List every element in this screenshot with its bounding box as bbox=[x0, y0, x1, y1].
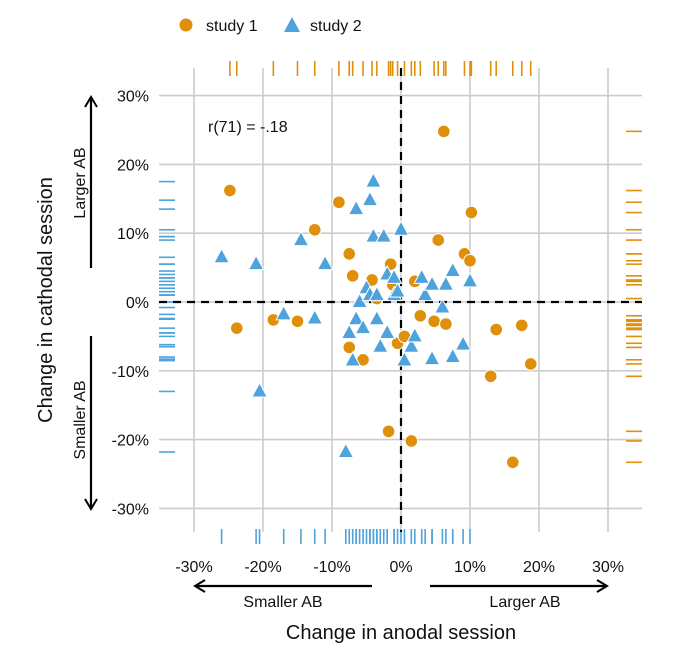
x-axis-title-group: Smaller AB Larger AB Change in anodal se… bbox=[193, 579, 609, 644]
point-study-2 bbox=[306, 308, 324, 325]
point-study-2 bbox=[347, 309, 365, 326]
point-study-2 bbox=[213, 247, 231, 264]
point-study-2 bbox=[461, 271, 479, 288]
point-study-2 bbox=[378, 323, 396, 339]
point-study-2 bbox=[354, 318, 372, 335]
point-study-1 bbox=[523, 357, 538, 371]
point-study-1 bbox=[431, 233, 446, 247]
point-study-2 bbox=[416, 285, 434, 302]
legend-label-study-1: study 1 bbox=[206, 18, 258, 35]
point-study-2 bbox=[361, 190, 379, 207]
point-study-2 bbox=[340, 323, 358, 339]
y-arrow-up-label: Larger AB bbox=[72, 147, 89, 218]
legend-triangle-marker bbox=[284, 17, 300, 32]
point-study-2 bbox=[364, 172, 382, 188]
point-study-2 bbox=[454, 335, 472, 351]
point-study-2 bbox=[433, 297, 451, 314]
legend: study 1 study 2 bbox=[179, 17, 362, 35]
point-study-2 bbox=[247, 254, 265, 271]
x-tick-label: -30% bbox=[175, 559, 212, 576]
point-study-2 bbox=[364, 227, 382, 243]
x-arrow-right-label: Larger AB bbox=[489, 594, 560, 611]
point-study-2 bbox=[368, 309, 386, 326]
point-study-2 bbox=[423, 275, 441, 291]
y-axis-title: Change in cathodal session bbox=[35, 177, 57, 423]
x-tick-label: 0% bbox=[389, 559, 412, 576]
point-study-1 bbox=[404, 434, 419, 448]
point-study-1 bbox=[345, 269, 360, 283]
point-study-2 bbox=[347, 199, 365, 216]
grid-layer bbox=[159, 68, 642, 532]
y-tick-label: 20% bbox=[117, 157, 149, 174]
point-study-2 bbox=[375, 227, 393, 243]
point-study-2 bbox=[423, 349, 441, 366]
y-tick-label: -20% bbox=[112, 433, 149, 450]
point-study-1 bbox=[489, 322, 504, 337]
legend-label-study-2: study 2 bbox=[310, 18, 362, 35]
point-study-1 bbox=[332, 195, 346, 210]
point-study-1 bbox=[464, 205, 479, 220]
point-study-2 bbox=[316, 254, 334, 271]
point-study-2 bbox=[389, 282, 406, 298]
point-study-2 bbox=[437, 275, 455, 291]
point-study-1 bbox=[290, 314, 305, 329]
point-study-2 bbox=[392, 220, 410, 236]
point-study-1 bbox=[307, 222, 322, 237]
x-tick-label: 30% bbox=[592, 559, 624, 576]
y-tick-label: -10% bbox=[112, 364, 149, 381]
point-study-2 bbox=[292, 230, 310, 247]
point-study-2 bbox=[275, 304, 293, 321]
y-tick-label: 30% bbox=[117, 89, 149, 106]
point-study-1 bbox=[342, 247, 357, 261]
x-tick-label: -20% bbox=[244, 559, 281, 576]
y-tick-label: 10% bbox=[117, 226, 149, 243]
legend-circle-marker bbox=[179, 18, 193, 32]
y-axis-title-group: Change in cathodal session Larger AB Sma… bbox=[35, 95, 98, 511]
point-study-2 bbox=[444, 347, 462, 364]
point-study-1 bbox=[436, 124, 451, 139]
point-study-2 bbox=[368, 285, 386, 302]
x-axis-title: Change in anodal session bbox=[286, 622, 516, 644]
data-points bbox=[213, 124, 538, 470]
point-study-1 bbox=[413, 308, 428, 323]
point-study-2 bbox=[344, 350, 362, 367]
point-study-1 bbox=[483, 369, 498, 384]
point-study-2 bbox=[402, 337, 420, 353]
point-study-2 bbox=[444, 261, 462, 278]
point-study-2 bbox=[385, 268, 403, 284]
point-study-1 bbox=[439, 317, 453, 331]
point-study-2 bbox=[396, 350, 413, 367]
point-study-1 bbox=[381, 424, 396, 439]
x-tick-label: -10% bbox=[313, 559, 350, 576]
point-study-2 bbox=[371, 337, 389, 353]
point-study-1 bbox=[223, 183, 237, 198]
tick-labels: -30% -20% -10% 0% 10% 20% 30% -30% -20% -10% 0% 10%… bbox=[112, 89, 624, 576]
point-study-1 bbox=[463, 253, 477, 268]
y-arrow-down-label: Smaller AB bbox=[72, 380, 89, 459]
x-tick-label: 10% bbox=[454, 559, 486, 576]
point-study-2 bbox=[251, 381, 268, 398]
point-study-1 bbox=[514, 318, 529, 333]
point-study-2 bbox=[337, 442, 355, 458]
point-study-1 bbox=[342, 340, 357, 355]
x-arrow-left-label: Smaller AB bbox=[243, 594, 322, 611]
point-study-1 bbox=[229, 321, 244, 335]
point-study-2 bbox=[413, 268, 431, 284]
y-tick-label: 0% bbox=[126, 295, 149, 312]
y-tick-label: -30% bbox=[112, 501, 149, 518]
x-tick-label: 20% bbox=[523, 559, 555, 576]
correlation-annotation: r(71) = -.18 bbox=[208, 119, 288, 136]
point-study-1 bbox=[505, 455, 520, 470]
point-study-2 bbox=[406, 326, 424, 343]
point-study-1 bbox=[427, 314, 441, 329]
